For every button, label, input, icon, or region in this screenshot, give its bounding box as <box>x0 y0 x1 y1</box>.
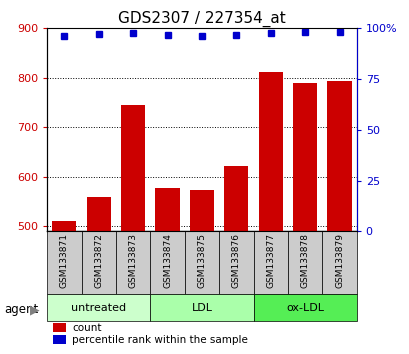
Title: GDS2307 / 227354_at: GDS2307 / 227354_at <box>118 11 285 27</box>
Bar <box>292 83 317 354</box>
Text: agent: agent <box>4 303 38 316</box>
Bar <box>86 197 110 354</box>
Text: GSM133875: GSM133875 <box>197 233 206 288</box>
Bar <box>53 335 65 344</box>
Text: GSM133878: GSM133878 <box>300 233 309 288</box>
Bar <box>327 81 351 354</box>
Bar <box>52 222 76 354</box>
Bar <box>150 232 184 295</box>
Bar <box>47 232 81 295</box>
Bar <box>155 188 179 354</box>
Text: GSM133872: GSM133872 <box>94 233 103 288</box>
Bar <box>184 232 218 295</box>
Bar <box>121 105 145 354</box>
Text: LDL: LDL <box>191 303 212 313</box>
Bar <box>224 166 248 354</box>
Text: ox-LDL: ox-LDL <box>285 303 324 313</box>
Text: GSM133874: GSM133874 <box>163 233 172 288</box>
Text: percentile rank within the sample: percentile rank within the sample <box>72 335 247 345</box>
Text: GSM133876: GSM133876 <box>231 233 240 288</box>
Text: untreated: untreated <box>71 303 126 313</box>
Text: count: count <box>72 323 101 333</box>
Bar <box>81 232 116 295</box>
Bar <box>253 295 356 321</box>
Text: GSM133879: GSM133879 <box>334 233 343 288</box>
Bar <box>116 232 150 295</box>
Bar <box>150 295 253 321</box>
Bar <box>321 232 356 295</box>
Bar <box>47 295 150 321</box>
Text: GSM133877: GSM133877 <box>265 233 274 288</box>
Bar <box>253 232 287 295</box>
Text: GSM133873: GSM133873 <box>128 233 137 288</box>
Bar <box>189 190 213 354</box>
Text: GSM133871: GSM133871 <box>60 233 69 288</box>
Text: ▶: ▶ <box>30 303 40 316</box>
Bar <box>258 72 282 354</box>
Bar <box>218 232 253 295</box>
Bar <box>53 323 65 332</box>
Bar <box>287 232 321 295</box>
